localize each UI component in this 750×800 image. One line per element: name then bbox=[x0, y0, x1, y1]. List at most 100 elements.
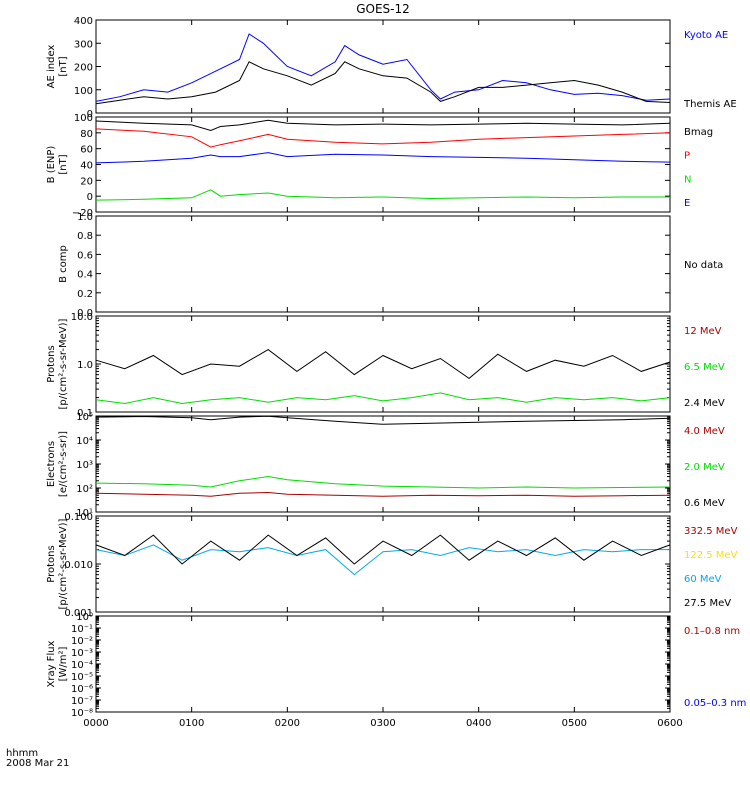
legend-entry: 332.5 MeV bbox=[684, 526, 738, 537]
panel-frame bbox=[95, 415, 671, 513]
y-tick-label: 10⁻⁸ bbox=[71, 708, 93, 719]
legend-entry: 27.5 MeV bbox=[684, 598, 731, 609]
x-tick-label: 0400 bbox=[466, 718, 491, 729]
y-tick-label: 10³ bbox=[76, 460, 93, 471]
y-axis-label: Protons bbox=[46, 545, 57, 582]
x-tick-label: 0200 bbox=[275, 718, 300, 729]
y-axis-label: B (ENP) bbox=[46, 146, 57, 184]
series-line-n bbox=[95, 189, 670, 201]
legend-entry: 60 MeV bbox=[684, 574, 722, 585]
y-axis-label: [p/(cm²-s-sr-MeV)] bbox=[58, 318, 69, 409]
legend-entry: N bbox=[684, 174, 691, 185]
panel-3: 0.0 0.2 0.4 0.6 0.8 1.0 B comp No data bbox=[58, 212, 723, 319]
series-line-themis-ae bbox=[95, 61, 671, 105]
y-tick-label: 200 bbox=[74, 63, 93, 74]
legend-entry: Themis AE bbox=[683, 99, 737, 110]
series-line-4-0-mev bbox=[95, 491, 671, 497]
legend-entry: 2.0 MeV bbox=[684, 462, 725, 473]
y-tick-label: 0.8 bbox=[77, 231, 93, 242]
y-tick-label: 400 bbox=[74, 16, 93, 27]
panel-4: 0.1 1.0 10.0 Protons [p/(cm²-s-sr-MeV)] 12 Me… bbox=[46, 312, 725, 419]
panel-6: 0.001 0.010 0.100 Protons [p/(cm²-s-sr-MeV)]… bbox=[46, 512, 738, 619]
legend-entry: 4.0 MeV bbox=[684, 426, 725, 437]
series-line-p bbox=[95, 128, 671, 148]
y-tick-label: 10² bbox=[76, 484, 93, 495]
y-axis-label: Xray Flux bbox=[46, 640, 57, 687]
legend-entry: No data bbox=[684, 260, 723, 271]
series-line-e bbox=[95, 152, 671, 164]
y-tick-label: 60 bbox=[80, 145, 93, 156]
y-tick-label: 0.010 bbox=[64, 560, 93, 571]
panel-2: −20 0 20 40 60 80 100 B (ENP) [nT] Bmag P N E bbox=[46, 113, 713, 219]
panel-1: 0 100 200 300 400 AE index [nT] Kyoto AE Themis … bbox=[46, 16, 737, 120]
x-tick-label: 0300 bbox=[370, 718, 395, 729]
y-tick-label: 10⁻⁷ bbox=[71, 696, 93, 707]
series-line-2-0-mev bbox=[95, 475, 671, 489]
y-axis-label: [p/(cm²-s-sr-MeV)] bbox=[58, 518, 69, 609]
series-line-27-5-mev bbox=[95, 534, 671, 565]
y-tick-label: 100 bbox=[74, 86, 93, 97]
y-tick-label: 10⁻⁶ bbox=[71, 684, 93, 695]
y-tick-label: 10.0 bbox=[71, 312, 93, 323]
legend-entry: E bbox=[684, 198, 690, 209]
y-tick-label: 10⁵ bbox=[76, 412, 93, 423]
y-tick-label: 100 bbox=[74, 113, 93, 124]
series-line-0-6-mev bbox=[95, 415, 671, 425]
legend-entry: 12 MeV bbox=[684, 326, 722, 337]
y-tick-label: 10⁻³ bbox=[71, 648, 93, 659]
legend-entry: Bmag bbox=[684, 127, 713, 138]
footer-date: 2008 Mar 21 bbox=[6, 758, 69, 769]
y-tick-label: 10⁰ bbox=[76, 612, 93, 623]
y-tick-label: 0.0 bbox=[77, 308, 93, 319]
x-tick-label: 0100 bbox=[179, 718, 204, 729]
y-tick-label: 10⁴ bbox=[76, 436, 93, 447]
panel-frame bbox=[95, 19, 671, 114]
panel-frame bbox=[95, 615, 671, 713]
y-tick-label: 0.100 bbox=[64, 512, 93, 523]
y-tick-label: 300 bbox=[74, 39, 93, 50]
series-line-6-5-mev bbox=[95, 392, 671, 405]
panel-frame bbox=[95, 215, 671, 313]
legend-entry: 122.5 MeV bbox=[684, 550, 738, 561]
footer-hhmm: hhmm bbox=[6, 748, 38, 759]
y-tick-label: 1.0 bbox=[77, 212, 93, 223]
series-line-2-4-mev bbox=[95, 349, 671, 380]
panel-frame bbox=[95, 315, 671, 413]
x-tick-label: 0500 bbox=[562, 718, 587, 729]
y-tick-label: 80 bbox=[80, 129, 93, 140]
y-tick-label: 1.0 bbox=[77, 360, 93, 371]
legend-entry: 0.6 MeV bbox=[684, 498, 725, 509]
y-axis-label: Protons bbox=[46, 345, 57, 382]
y-tick-label: 10⁻¹ bbox=[71, 624, 93, 635]
x-tick-label: 0000 bbox=[83, 718, 108, 729]
y-tick-label: −20 bbox=[72, 208, 93, 219]
y-tick-label: 0.001 bbox=[64, 608, 93, 619]
y-tick-label: 0.2 bbox=[77, 289, 93, 300]
y-tick-label: 10⁻⁵ bbox=[71, 672, 93, 683]
panel-5: 10¹ 10² 10³ 10⁴ 10⁵ Electrons [e/(cm²-s-sr)] 4.… bbox=[46, 412, 725, 519]
y-tick-label: 40 bbox=[80, 161, 93, 172]
y-tick-label: 0 bbox=[87, 109, 93, 120]
y-tick-label: 0 bbox=[87, 192, 93, 203]
y-tick-label: 0.4 bbox=[77, 270, 93, 281]
chart-title: GOES-12 bbox=[356, 2, 410, 16]
y-tick-label: 0.1 bbox=[77, 408, 93, 419]
legend-entry: Kyoto AE bbox=[684, 30, 728, 41]
y-axis-label: [nT] bbox=[58, 56, 69, 76]
series-line-bmag bbox=[95, 119, 671, 132]
series-line-kyoto-ae bbox=[95, 33, 671, 102]
y-axis-label: Electrons bbox=[46, 441, 57, 487]
legend-entry: 2.4 MeV bbox=[684, 398, 725, 409]
y-axis-label: [W/m²] bbox=[58, 646, 69, 681]
y-tick-label: 10⁻² bbox=[71, 636, 93, 647]
y-tick-label: 10⁻⁴ bbox=[71, 660, 93, 671]
y-tick-label: 0.6 bbox=[77, 250, 93, 261]
legend-entry: 6.5 MeV bbox=[684, 362, 725, 373]
y-axis-label: B comp bbox=[58, 245, 69, 283]
y-axis-label: [e/(cm²-s-sr)] bbox=[58, 431, 69, 497]
y-axis-label: [nT] bbox=[58, 154, 69, 174]
legend-entry: P bbox=[684, 151, 690, 162]
